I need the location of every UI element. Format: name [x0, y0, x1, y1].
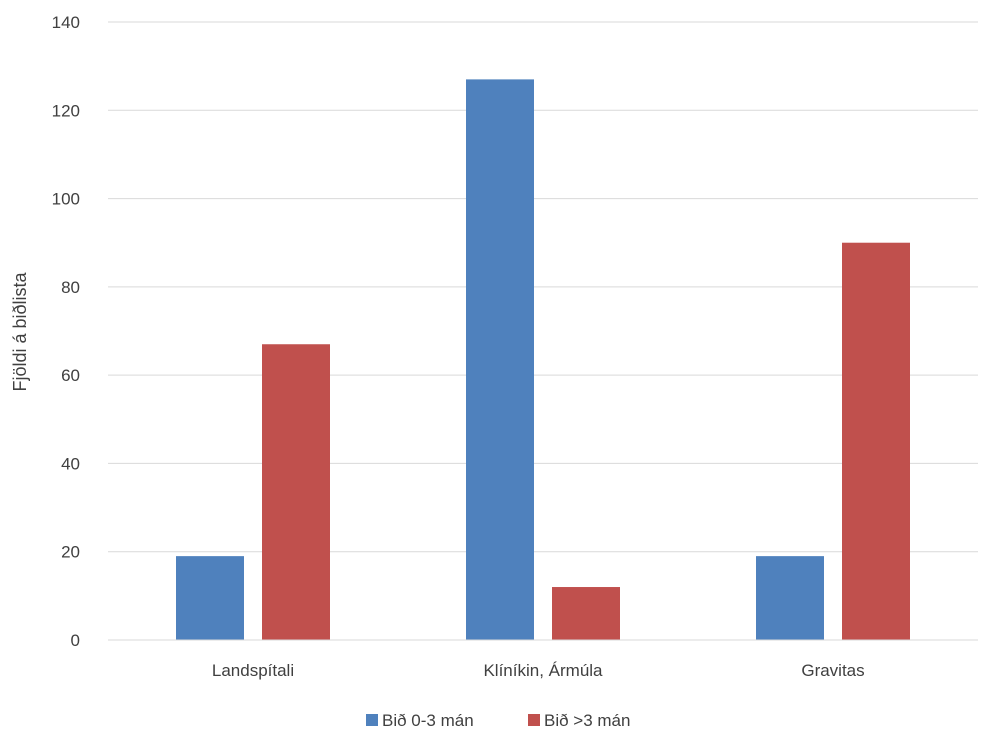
bar-series-2-cat-3 — [842, 242, 910, 640]
y-tick-label: 80 — [61, 278, 80, 297]
bars — [176, 79, 910, 640]
bar-series-1-cat-2 — [466, 79, 534, 640]
x-tick-label: Klíníkin, Ármúla — [483, 661, 603, 680]
x-axis-ticks: Landspítali Klíníkin, Ármúla Gravitas — [212, 661, 865, 680]
legend-swatch-series-2 — [528, 714, 540, 726]
gridlines — [108, 21, 978, 553]
legend-label-series-2: Bið >3 mán — [544, 711, 630, 730]
y-tick-label: 100 — [52, 190, 80, 209]
y-tick-label: 40 — [61, 454, 80, 473]
x-tick-label: Landspítali — [212, 661, 294, 680]
bar-series-1-cat-1 — [176, 556, 244, 640]
bar-series-2-cat-2 — [552, 587, 620, 640]
y-axis-label: Fjöldi á biðlista — [10, 271, 30, 391]
legend-swatch-series-1 — [366, 714, 378, 726]
y-tick-label: 140 — [52, 13, 80, 32]
bar-series-1-cat-3 — [756, 556, 824, 640]
y-tick-label: 20 — [61, 543, 80, 562]
x-tick-label: Gravitas — [801, 661, 864, 680]
bar-series-2-cat-1 — [262, 344, 330, 640]
y-axis-ticks: 0 20 40 60 80 100 120 140 — [52, 13, 80, 650]
y-tick-label: 60 — [61, 366, 80, 385]
y-tick-label: 120 — [52, 101, 80, 120]
legend-label-series-1: Bið 0-3 mán — [382, 711, 474, 730]
legend: Bið 0-3 mán Bið >3 mán — [366, 711, 630, 730]
y-tick-label: 0 — [71, 631, 80, 650]
